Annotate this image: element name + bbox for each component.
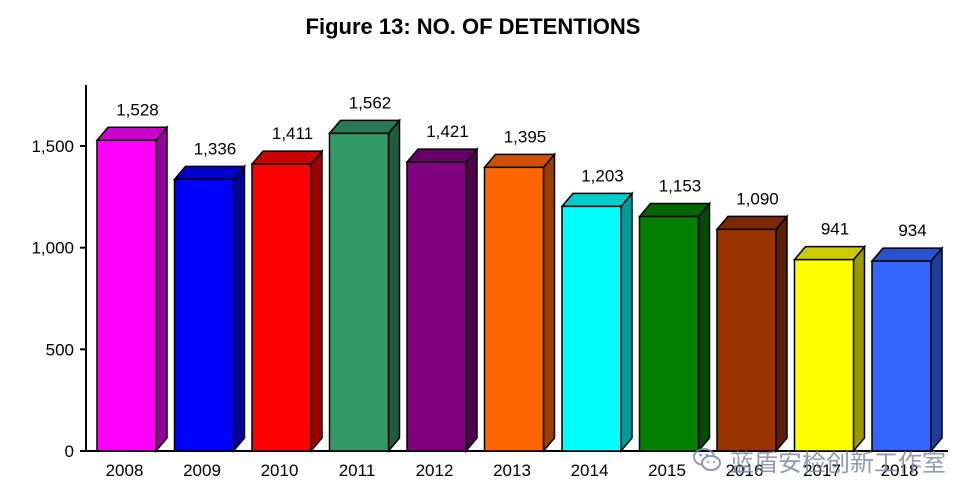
bar-top <box>95 126 169 142</box>
bar-front <box>96 139 157 452</box>
bar-front <box>483 166 545 452</box>
x-tick-label-2013: 2013 <box>493 461 531 480</box>
bar-front <box>871 260 932 452</box>
data-label-2010: 1,411 <box>272 124 313 143</box>
bar-2014 <box>560 191 634 454</box>
bar-top <box>870 247 944 262</box>
bar-top <box>405 148 479 163</box>
data-label-2008: 1,528 <box>116 100 159 119</box>
bar-front <box>793 258 855 452</box>
bar-2008 <box>95 125 169 454</box>
data-label-2009: 1,336 <box>194 139 237 158</box>
wechat-icon <box>693 448 721 471</box>
data-label-2013: 1,395 <box>504 127 547 146</box>
bar-top <box>482 153 557 169</box>
x-tick-label-2017: 2017 <box>803 461 841 480</box>
bar-front <box>328 132 390 452</box>
x-tick-label-2011: 2011 <box>339 461 376 480</box>
bar-side <box>310 149 323 454</box>
bar-side <box>930 246 943 454</box>
x-tick-label-2009: 2009 <box>183 461 221 480</box>
watermark: 蓝盾安检创新工作室 <box>692 442 946 478</box>
bar-front <box>561 205 622 452</box>
bar-front <box>716 228 777 452</box>
bar-front <box>251 163 312 452</box>
bar-top <box>560 192 634 208</box>
data-label-2018: 934 <box>898 221 926 240</box>
x-tick-label-2010: 2010 <box>261 461 299 480</box>
chart-bars <box>95 118 944 454</box>
bar-side <box>232 164 246 454</box>
bar-side <box>542 152 556 454</box>
data-label-2015: 1,153 <box>659 177 702 196</box>
bar-side <box>465 147 478 454</box>
bar-2015 <box>637 201 712 454</box>
chart-labels: 1,528 2008 1,336 2009 1,411 2010 1,562 2011 1,42… <box>106 93 927 480</box>
x-tick-label-2018: 2018 <box>881 461 919 480</box>
data-label-2012: 1,421 <box>426 122 469 141</box>
y-tick-label: 1,000 <box>31 239 74 258</box>
data-label-2014: 1,203 <box>581 166 624 185</box>
bar-front <box>173 178 235 452</box>
bar-2010 <box>250 149 324 454</box>
bar-side <box>155 125 168 454</box>
bar-side <box>697 201 711 454</box>
bar-top <box>327 119 402 135</box>
data-label-2016: 1,090 <box>736 189 779 208</box>
bar-side <box>620 191 633 454</box>
y-tick-label: 1,500 <box>31 137 74 156</box>
bar-top <box>172 165 247 181</box>
x-tick-label-2012: 2012 <box>416 461 454 480</box>
bar-2011 <box>327 118 402 454</box>
bar-side <box>852 244 866 454</box>
bar-top <box>250 150 324 165</box>
bar-front <box>406 161 467 452</box>
bar-side <box>387 118 401 454</box>
x-tick-label-2008: 2008 <box>106 461 144 480</box>
bar-side <box>775 214 788 454</box>
y-tick-label: 0 <box>65 442 74 461</box>
bar-2016 <box>715 214 789 454</box>
chart-title: Figure 13: NO. OF DETENTIONS <box>305 14 641 39</box>
y-tick-label: 500 <box>46 340 74 359</box>
bar-top <box>637 202 712 218</box>
data-label-2011: 1,562 <box>349 93 392 112</box>
x-tick-label-2014: 2014 <box>571 461 609 480</box>
bar-2012 <box>405 147 479 454</box>
bar-2017 <box>792 244 867 454</box>
bar-2009 <box>172 164 247 454</box>
bar-top <box>715 215 789 231</box>
bar-front <box>638 215 700 452</box>
watermark-text: 蓝盾安检创新工作室 <box>730 449 946 477</box>
bar-top <box>792 245 867 261</box>
bar-2018 <box>870 246 944 454</box>
bar-2013 <box>482 152 557 454</box>
x-tick-label-2016: 2016 <box>726 461 764 480</box>
x-tick-label-2015: 2015 <box>648 461 686 480</box>
data-label-2017: 941 <box>821 220 849 239</box>
